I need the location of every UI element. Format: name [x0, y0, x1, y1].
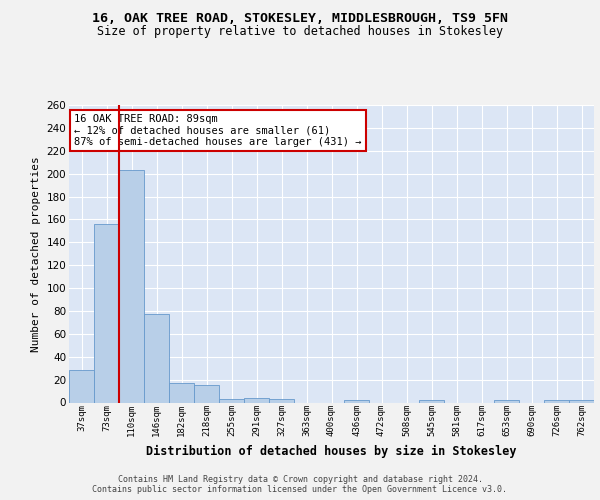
- Bar: [194, 386, 219, 402]
- Bar: [494, 400, 519, 402]
- Bar: [419, 400, 444, 402]
- Text: 16, OAK TREE ROAD, STOKESLEY, MIDDLESBROUGH, TS9 5FN: 16, OAK TREE ROAD, STOKESLEY, MIDDLESBRO…: [92, 12, 508, 26]
- Text: Size of property relative to detached houses in Stokesley: Size of property relative to detached ho…: [97, 25, 503, 38]
- Bar: [344, 400, 369, 402]
- Bar: [94, 224, 119, 402]
- Bar: [244, 398, 269, 402]
- X-axis label: Distribution of detached houses by size in Stokesley: Distribution of detached houses by size …: [146, 444, 517, 458]
- Text: 16 OAK TREE ROAD: 89sqm
← 12% of detached houses are smaller (61)
87% of semi-de: 16 OAK TREE ROAD: 89sqm ← 12% of detache…: [74, 114, 362, 147]
- Bar: [269, 399, 294, 402]
- Bar: [119, 170, 144, 402]
- Bar: [544, 400, 569, 402]
- Text: Contains HM Land Registry data © Crown copyright and database right 2024.
Contai: Contains HM Land Registry data © Crown c…: [92, 474, 508, 494]
- Bar: [169, 383, 194, 402]
- Bar: [144, 314, 169, 402]
- Bar: [69, 370, 94, 402]
- Y-axis label: Number of detached properties: Number of detached properties: [31, 156, 41, 352]
- Bar: [569, 400, 594, 402]
- Bar: [219, 399, 244, 402]
